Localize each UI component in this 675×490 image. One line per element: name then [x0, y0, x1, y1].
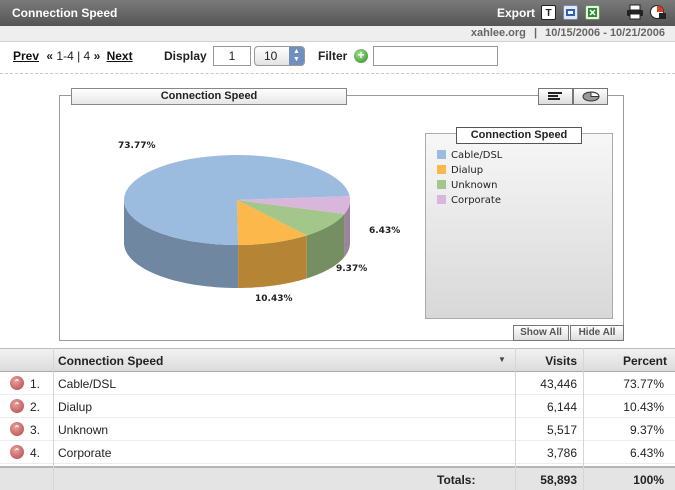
legend-swatch — [437, 150, 446, 159]
page-range: 1-4 | 4 — [56, 49, 91, 63]
filter-input[interactable] — [373, 46, 498, 66]
column-divider — [53, 348, 54, 490]
row-rank: 3. — [30, 423, 41, 437]
table-row[interactable]: ⌃ 2. Dialup 6,144 10.43% — [0, 395, 675, 418]
row-name: Dialup — [58, 400, 93, 414]
row-expand-icon[interactable]: ⌃ — [10, 376, 24, 390]
row-rank: 4. — [30, 446, 41, 460]
totals-label: Totals: — [437, 473, 476, 487]
first-page-icon[interactable]: « — [46, 49, 54, 63]
page-title: Connection Speed — [12, 6, 118, 20]
table-row[interactable]: ⌃ 1. Cable/DSL 43,446 73.77% — [0, 372, 675, 395]
row-visits: 5,517 — [546, 423, 577, 437]
row-percent: 9.37% — [629, 423, 664, 437]
legend-label: Cable/DSL — [451, 150, 503, 161]
row-expand-icon[interactable]: ⌃ — [10, 422, 24, 436]
show-all-button[interactable]: Show All — [513, 325, 569, 341]
date-range: 10/15/2006 - 10/21/2006 — [545, 27, 665, 39]
legend-item-cable[interactable]: Cable/DSL — [437, 150, 502, 162]
row-visits: 6,144 — [546, 400, 577, 414]
column-divider — [583, 348, 584, 490]
add-filter-icon[interactable]: + — [354, 49, 368, 63]
legend-label: Corporate — [451, 195, 501, 206]
filter-label: Filter — [318, 49, 348, 63]
sort-desc-icon[interactable]: ▼ — [498, 355, 506, 364]
pie-label-cable: 73.77% — [118, 141, 156, 151]
row-percent: 6.43% — [629, 446, 664, 460]
row-expand-icon[interactable]: ⌃ — [10, 445, 24, 459]
totals-visits: 58,893 — [540, 473, 577, 487]
row-expand-icon[interactable]: ⌃ — [10, 399, 24, 413]
pie-label-corporate: 6.43% — [369, 226, 401, 236]
column-header-visits[interactable]: Visits — [545, 354, 577, 368]
row-name: Cable/DSL — [58, 377, 117, 391]
export-label: Export — [497, 6, 536, 20]
chart-legend — [425, 133, 613, 319]
export-word-icon[interactable] — [563, 5, 578, 20]
column-divider — [515, 348, 516, 490]
legend-swatch — [437, 180, 446, 189]
totals-percent: 100% — [633, 473, 664, 487]
display-start-input[interactable]: 1 — [213, 46, 251, 66]
divider — [0, 73, 675, 74]
legend-item-corporate[interactable]: Corporate — [437, 195, 501, 207]
print-icon[interactable] — [626, 4, 644, 20]
row-name: Unknown — [58, 423, 109, 437]
settings-icon[interactable] — [649, 4, 667, 20]
select-arrows-icon: ▲ ▼ — [289, 47, 304, 65]
chart-title: Connection Speed — [71, 88, 347, 105]
row-percent: 10.43% — [623, 400, 664, 414]
bar-chart-toggle-icon[interactable] — [538, 88, 573, 105]
pie-label-unknown: 9.37% — [336, 264, 368, 274]
display-label: Display — [164, 49, 207, 63]
row-percent: 73.77% — [623, 377, 664, 391]
column-header-name[interactable]: Connection Speed — [58, 354, 164, 368]
pie-chart-toggle-icon[interactable] — [573, 88, 608, 105]
export-excel-icon[interactable] — [585, 5, 600, 20]
legend-label: Unknown — [451, 180, 498, 191]
site-name: xahlee.org — [470, 27, 526, 39]
prev-link[interactable]: Prev — [13, 49, 40, 63]
separator: | — [533, 27, 538, 39]
per-page-value: 10 — [264, 49, 278, 63]
next-link[interactable]: Next — [106, 49, 133, 63]
row-name: Corporate — [58, 446, 112, 460]
legend-title: Connection Speed — [456, 127, 582, 144]
export-text-icon[interactable]: T — [541, 5, 556, 20]
last-page-icon[interactable]: » — [93, 49, 101, 63]
table-row[interactable]: ⌃ 4. Corporate 3,786 6.43% — [0, 441, 675, 464]
row-visits: 43,446 — [540, 377, 577, 391]
column-header-percent[interactable]: Percent — [622, 354, 667, 368]
pie-label-dialup: 10.43% — [255, 294, 293, 304]
totals-row: Totals: 58,893 100% — [0, 466, 675, 490]
table-header: Connection Speed ▼ Visits Percent — [0, 348, 675, 372]
hide-all-button[interactable]: Hide All — [570, 325, 624, 341]
row-rank: 1. — [30, 377, 41, 391]
legend-swatch — [437, 165, 446, 174]
title-bar: Connection Speed Export T — [0, 0, 675, 26]
legend-label: Dialup — [451, 165, 484, 176]
row-visits: 3,786 — [546, 446, 577, 460]
row-rank: 2. — [30, 400, 41, 414]
date-range-bar: xahlee.org | 10/15/2006 - 10/21/2006 — [0, 26, 675, 42]
legend-item-unknown[interactable]: Unknown — [437, 180, 497, 192]
legend-swatch — [437, 195, 446, 204]
per-page-select[interactable]: 10 ▲ ▼ — [254, 46, 305, 66]
table-row[interactable]: ⌃ 3. Unknown 5,517 9.37% — [0, 418, 675, 441]
pagination: Prev « 1-4 | 4 » Next — [13, 49, 133, 63]
legend-item-dialup[interactable]: Dialup — [437, 165, 483, 177]
